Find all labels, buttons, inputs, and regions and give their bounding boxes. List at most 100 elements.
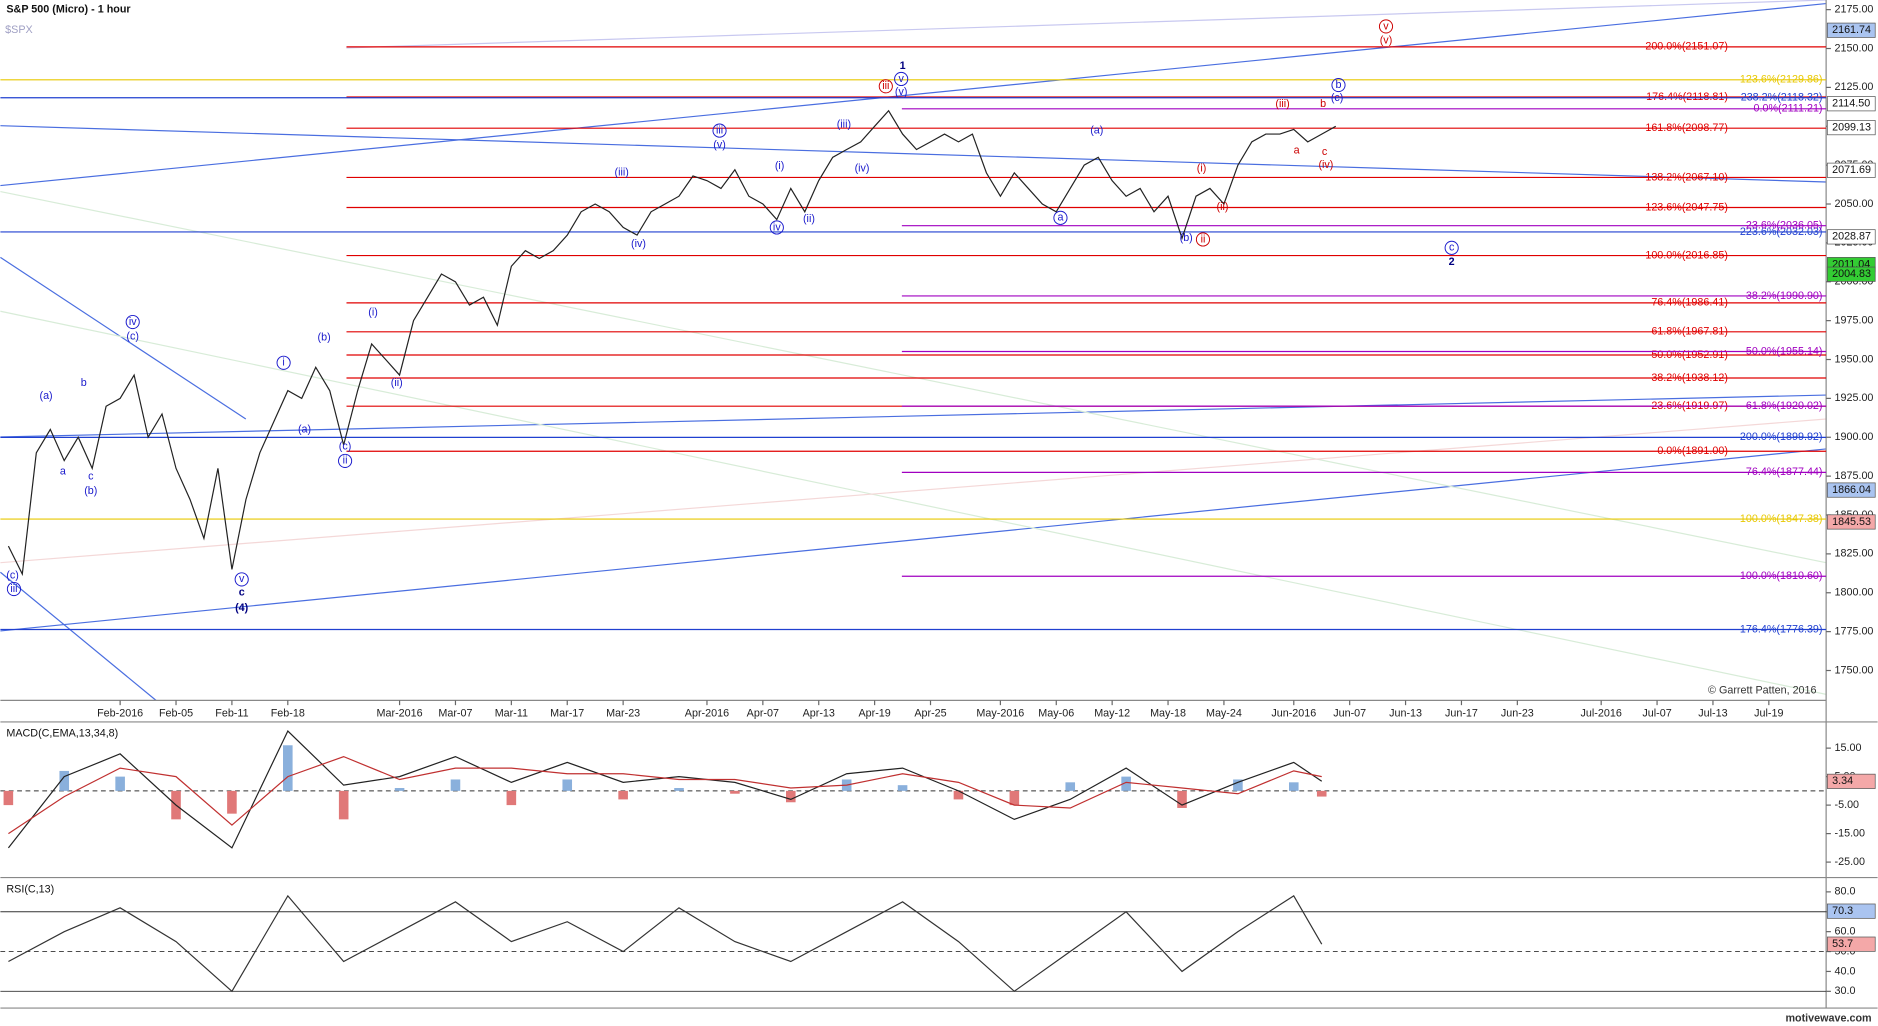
price-tag-label: 1845.53 [1832, 516, 1871, 528]
wave-label: (a) [1090, 124, 1103, 136]
histogram-bar [394, 788, 405, 791]
fib-label: 61.8%(1967.81) [1651, 326, 1728, 338]
price-line [7, 730, 1323, 849]
wave-label: i [282, 357, 284, 369]
wave-circle [894, 71, 909, 87]
fib-label: 176.4%(2118.81) [1646, 91, 1728, 103]
x-tick-label: May-2016 [976, 707, 1024, 719]
wave-circle [1444, 240, 1459, 255]
wave-label: iii [882, 80, 889, 92]
chart-title: S&P 500 (Micro) - 1 hour [6, 3, 131, 15]
x-tick-label: Apr-25 [914, 707, 946, 719]
wave-label: c [1322, 146, 1328, 158]
histogram-bar [59, 770, 70, 791]
histogram-bar [953, 790, 964, 800]
x-tick-label: Jun-23 [1501, 707, 1534, 719]
price-tag [1826, 482, 1876, 498]
histogram-bar [1009, 790, 1020, 806]
x-tick-label: May-12 [1094, 707, 1130, 719]
wave-label: ii [343, 455, 348, 467]
y-tick-label: 2150.00 [1835, 42, 1874, 54]
fib-label: 50.0%(1955.14) [1746, 345, 1823, 357]
y-tick-label: 2175.00 [1835, 3, 1874, 15]
histogram-bar [506, 790, 517, 806]
x-tick-label: Apr-13 [803, 707, 835, 719]
y-tick-label: 1750.00 [1835, 664, 1874, 676]
wave-label: c [239, 586, 245, 598]
fib-label: 38.2%(1938.12) [1651, 372, 1728, 384]
y-tick-label: -15.00 [1835, 827, 1866, 839]
fib-label: 138.2%(2067.10) [1645, 171, 1728, 183]
wave-label: (iv) [1318, 159, 1333, 171]
wave-label: (a) [39, 390, 52, 402]
histogram-bar [1065, 782, 1076, 791]
wave-label: c [88, 470, 94, 482]
wave-label: iv [129, 316, 137, 328]
fib-label: 123.6%(2047.75) [1645, 201, 1728, 213]
wave-label: b [81, 377, 87, 389]
fib-label: 123.6%(2129.86) [1740, 74, 1823, 86]
price-tag-label: 2161.74 [1832, 24, 1871, 36]
histogram-bar [450, 779, 461, 791]
price-tag [1826, 229, 1876, 245]
y-tick-label: 1975.00 [1835, 314, 1874, 326]
y-tick-label: 60.0 [1835, 925, 1856, 937]
histogram-bar [1316, 790, 1327, 797]
x-tick-label: Feb-05 [159, 707, 193, 719]
wave-label: (v) [1380, 35, 1393, 47]
fib-label: 0.0%(1891.00) [1657, 445, 1728, 457]
histogram-bar [618, 790, 628, 800]
fib-label: 76.4%(1877.44) [1746, 466, 1823, 478]
y-tick-label: -5.00 [1835, 799, 1860, 811]
histogram-bar [283, 745, 293, 791]
fib-label: 61.8%(1920.02) [1746, 400, 1823, 412]
trendline [346, 0, 1827, 49]
wave-label: (ii) [1217, 201, 1229, 213]
wave-label: (iii) [837, 118, 851, 130]
price-line [7, 109, 1337, 577]
histogram-bar [897, 785, 908, 791]
fib-label: 200.0%(2151.07) [1645, 41, 1728, 53]
wave-label: (i) [775, 160, 785, 172]
x-tick-label: Jul-07 [1642, 707, 1671, 719]
price-tag-label: 3.34 [1832, 775, 1853, 787]
wave-label: a [1294, 145, 1300, 157]
x-tick-label: Mar-17 [550, 707, 584, 719]
x-tick-label: Jul-2016 [1581, 707, 1622, 719]
wave-circle [1378, 19, 1394, 34]
wave-label: (iv) [631, 238, 646, 250]
trendlines [0, 0, 1827, 701]
histogram-bar [1121, 776, 1131, 791]
wave-label: (v) [713, 139, 726, 151]
histogram-bar [1233, 779, 1243, 791]
x-tick-label: Jun-2016 [1271, 707, 1316, 719]
x-tick-label: Feb-2016 [97, 707, 143, 719]
x-tick-label: Mar-23 [606, 707, 640, 719]
wave-label: b [1335, 79, 1341, 91]
wave-circle [276, 355, 291, 370]
wave-label: iv [773, 221, 781, 233]
x-tick-label: Apr-19 [858, 707, 890, 719]
wave-label: v [239, 573, 245, 585]
fib-label: 100.0%(1810.60) [1740, 570, 1823, 582]
x-tick-label: Jul-13 [1698, 707, 1727, 719]
wave-circle [878, 79, 893, 94]
price-tag-label: 2099.13 [1832, 121, 1871, 133]
x-tick-label: May-24 [1206, 707, 1242, 719]
histogram-bar [115, 776, 125, 791]
x-tick-label: Apr-07 [747, 707, 779, 719]
wave-label: (a) [298, 424, 311, 436]
trendline [0, 418, 1827, 564]
x-tick-label: Mar-2016 [377, 707, 423, 719]
wave-label: (ii) [391, 377, 403, 389]
fib-label: 76.4%(1986.41) [1651, 297, 1728, 309]
trendline [0, 310, 1827, 695]
wave-circle [1331, 77, 1346, 93]
fib-label: 176.4%(1776.39) [1740, 623, 1823, 635]
wave-circle [234, 572, 249, 587]
wave-label: (b) [1180, 232, 1193, 244]
price-tag-label: 53.7 [1832, 938, 1853, 950]
y-tick-label: 1775.00 [1835, 625, 1874, 637]
